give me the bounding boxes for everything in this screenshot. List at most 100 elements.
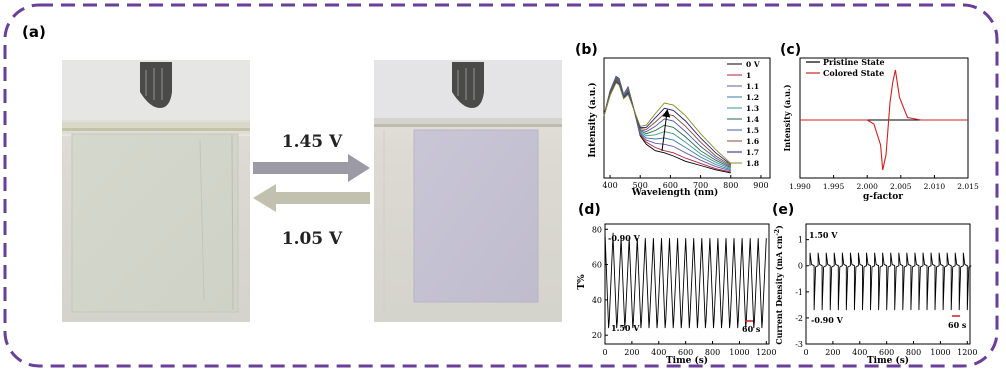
panel-c-xtick-label: 2.015 xyxy=(957,182,979,191)
panel-b-xtick-label: 600 xyxy=(663,181,678,190)
panel-d-xtick-label: 400 xyxy=(651,348,666,357)
panel-e: (e) 0 200 400 600 800 1000 1200 1 0 -1 -2 -3 1.50 … xyxy=(772,202,977,366)
panel-d-letter: (d) xyxy=(578,202,601,218)
panel-b-legend-label: 1.2 xyxy=(746,93,759,102)
photo-pristine xyxy=(62,60,250,322)
panel-d-xtick-label: 0 xyxy=(602,348,607,357)
panel-b-xtick-label: 800 xyxy=(723,181,738,190)
panel-b: (b) 400 500 600 700 800 900 0 V 1 1.1 1.2 1.3 1.4 1… xyxy=(575,42,771,198)
panel-b-series-line xyxy=(603,81,732,165)
panel-d: (d) 0 200 400 600 800 1000 1200 20 40 60 80 -0.90… xyxy=(577,202,776,366)
panel-b-legend-label: 1 xyxy=(746,71,751,80)
panel-e-ytick-label: -2 xyxy=(795,314,803,323)
panel-a-letter: (a) xyxy=(22,23,46,41)
panel-e-ytick-label: -3 xyxy=(795,340,803,349)
panel-e-ylabel-close: ) xyxy=(774,225,784,229)
panel-b-series-line xyxy=(603,77,731,169)
panel-d-ytick-label: 80 xyxy=(592,225,602,234)
panel-e-ytick-label: 1 xyxy=(798,236,803,245)
panel-c-xtick-label: 1.990 xyxy=(789,182,811,191)
photo-colored xyxy=(374,60,562,322)
panel-c-xlabel: g-factor xyxy=(863,192,903,202)
panel-d-xtick-label: 800 xyxy=(705,348,720,357)
panel-d-annotation-top: -0.90 V xyxy=(608,233,641,243)
panel-b-series-line xyxy=(603,80,732,166)
panel-b-xtick-label: 500 xyxy=(633,181,648,190)
panel-b-legend-label: 1.4 xyxy=(746,115,759,124)
panel-d-ytick-label: 40 xyxy=(592,296,602,305)
panel-e-xtick-label: 1000 xyxy=(930,348,950,357)
panel-c-series-line xyxy=(800,69,968,171)
panel-c-axes xyxy=(799,57,969,179)
panel-b-legend-label: 1.5 xyxy=(746,126,759,135)
panel-d-ylabel: T% xyxy=(577,274,587,290)
panel-d-ytick-label: 20 xyxy=(592,331,602,340)
panel-c-xtick-label: 1.995 xyxy=(823,182,845,191)
panel-d-ytick-label: 60 xyxy=(592,261,602,270)
panel-b-axes xyxy=(603,57,771,179)
forward-arrow xyxy=(253,154,370,182)
panel-c-letter: (c) xyxy=(780,42,801,58)
panel-e-ylabel-sup: -2 xyxy=(774,229,781,236)
panel-c-xtick-label: 2.000 xyxy=(856,182,878,191)
panel-b-xtick-label: 700 xyxy=(693,181,708,190)
panel-b-series-line xyxy=(603,79,732,167)
panel-e-xtick-label: 1200 xyxy=(957,348,977,357)
panel-b-legend-label: 1.6 xyxy=(746,137,759,146)
panel-b-series-line xyxy=(603,76,731,172)
legend-label-colored: Colored State xyxy=(823,68,884,78)
panel-d-xtick-label: 1000 xyxy=(729,348,749,357)
voltage-arrows: 1.45 V 1.05 V xyxy=(253,132,370,249)
panel-b-ylabel: Intensity (a.u.) xyxy=(587,82,598,157)
panel-b-series-line xyxy=(603,76,731,171)
legend-label-pristine: Pristine State xyxy=(823,57,885,67)
panel-c-ylabel: Intensity (a.u.) xyxy=(782,84,792,151)
panel-e-xlabel: Time (s) xyxy=(867,355,909,366)
panel-b-series-line xyxy=(603,82,732,164)
panel-b-legend-label: 1.8 xyxy=(746,159,759,168)
reverse-arrow xyxy=(253,184,370,212)
panel-e-annotation-top: 1.50 V xyxy=(809,230,838,240)
panel-b-legend-label: 1.3 xyxy=(746,104,759,113)
panel-d-xtick-label: 1200 xyxy=(756,348,776,357)
panel-e-letter: (e) xyxy=(772,202,794,218)
e-series-line xyxy=(809,252,972,311)
panel-e-annotation-bottom: -0.90 V xyxy=(811,315,844,325)
panel-d-xtick-label: 600 xyxy=(678,348,693,357)
panel-d-scale-label: 60 s xyxy=(742,324,761,334)
panel-b-legend-label: 0 V xyxy=(746,60,760,69)
panel-e-xtick-label: 200 xyxy=(825,348,840,357)
panel-e-axes xyxy=(805,223,971,345)
panel-e-scale-label: 60 s xyxy=(948,320,967,330)
panel-e-xtick-label: 800 xyxy=(906,348,921,357)
panel-d-xtick-label: 200 xyxy=(624,348,639,357)
panel-b-trend-arrow xyxy=(661,109,671,152)
panel-b-legend-label: 1.7 xyxy=(746,148,759,157)
figure-border xyxy=(3,3,999,368)
panel-e-xtick-label: 0 xyxy=(803,348,808,357)
panel-d-axes xyxy=(604,223,770,345)
panel-d-annotation-bottom: 1.50 V xyxy=(611,323,640,333)
panel-a: (a) 1.45 V 1.05 V xyxy=(22,23,562,322)
panel-b-legend-label: 1.1 xyxy=(746,82,759,91)
panel-c-legend: Pristine State Colored State xyxy=(806,57,885,78)
panel-e-ytick-label: 0 xyxy=(798,262,803,271)
panel-e-ylabel: Current Density (mA cm-2) xyxy=(774,225,784,345)
panel-e-xtick-label: 400 xyxy=(852,348,867,357)
panel-b-series-line xyxy=(603,75,731,173)
panel-e-xtick-label: 600 xyxy=(879,348,894,357)
panel-b-xtick-label: 900 xyxy=(753,181,768,190)
panel-b-xlabel: Wavelength (nm) xyxy=(631,187,719,198)
reverse-voltage-label: 1.05 V xyxy=(282,229,343,249)
d-series-line xyxy=(604,232,767,329)
forward-voltage-label: 1.45 V xyxy=(282,132,343,152)
panel-c-xtick-label: 2.005 xyxy=(890,182,912,191)
panel-b-xtick-label: 400 xyxy=(602,181,617,190)
panel-c: (c) 1.990 1.995 2.000 2.005 2.010 2.015 Prist… xyxy=(780,42,979,202)
panel-e-ylabel-main: Current Density (mA cm xyxy=(774,235,784,345)
panel-b-letter: (b) xyxy=(575,42,598,58)
panel-c-xtick-label: 2.010 xyxy=(924,182,946,191)
panel-d-xlabel: Time (s) xyxy=(666,355,708,366)
